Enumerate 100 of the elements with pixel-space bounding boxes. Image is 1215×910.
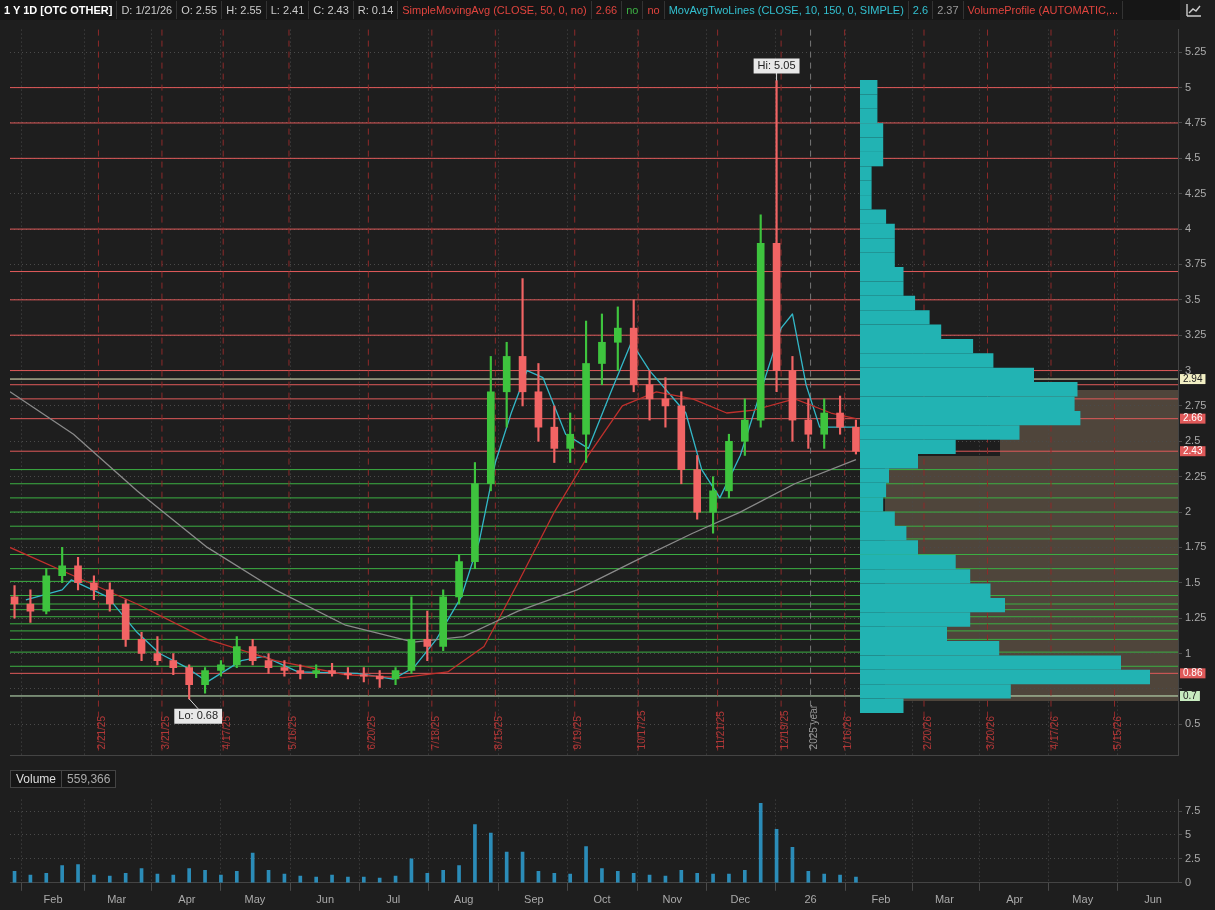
bar	[219, 874, 223, 883]
bar	[838, 874, 842, 883]
ref-line-label: 9/19/25	[572, 715, 584, 750]
y-tick-label: 2.75	[1185, 398, 1207, 411]
bar	[107, 875, 112, 883]
x-tick-label: Feb	[43, 893, 63, 906]
ref-line-label: 2.43	[1183, 444, 1203, 456]
x-tick-label: Oct	[593, 893, 611, 906]
bar	[758, 803, 763, 883]
annotation: Hi: 5.05	[757, 59, 796, 72]
y-tick-label: 1	[1185, 646, 1192, 659]
x-tick-label: Feb	[871, 893, 891, 906]
y-tick-label: 3.75	[1185, 257, 1207, 270]
x-tick-label: Sep	[524, 893, 544, 906]
bar	[346, 876, 350, 883]
bar	[361, 876, 366, 883]
chart-title: Volume	[11, 771, 63, 787]
bar	[600, 868, 604, 883]
y-tick-label: 5	[1185, 828, 1192, 841]
y-tick-label: 1.75	[1185, 540, 1207, 553]
bar	[679, 870, 684, 883]
bar	[727, 873, 731, 883]
bar	[330, 874, 334, 883]
bar	[76, 864, 80, 883]
ref-line-label: 5/15/26	[1112, 715, 1124, 750]
y-tick-label: 2.5	[1185, 434, 1201, 447]
x-tick-label: Apr	[1006, 893, 1024, 906]
x-tick-label: Nov	[662, 893, 683, 906]
bar	[742, 870, 747, 883]
text: 559,366	[66, 771, 112, 787]
x-tick-label: May	[244, 893, 266, 906]
bar	[314, 876, 319, 883]
x-tick-label: Dec	[730, 893, 751, 906]
y-tick-label: 7.5	[1185, 804, 1201, 817]
y-tick-label: 4.75	[1185, 116, 1207, 129]
y-tick-label: 4	[1185, 222, 1192, 235]
bar	[568, 873, 573, 883]
ref-line-label: 5/16/25	[286, 715, 298, 750]
bar	[552, 872, 557, 883]
bar	[854, 876, 858, 883]
x-tick-label: Apr	[178, 893, 196, 906]
text: H: 2.55	[222, 1, 267, 19]
bar	[457, 865, 461, 883]
bar	[441, 870, 446, 883]
ref-line-label: 6/20/25	[366, 715, 378, 750]
text: MovAvgTwoLines (CLOSE, 10, 150, 0, SIMPLE)	[664, 1, 909, 19]
text: no	[622, 1, 644, 19]
bar	[631, 872, 636, 883]
ref-line-label: 7/18/25	[429, 715, 441, 750]
chart-title: 1 Y 1D [OTC OTHER]	[0, 1, 118, 19]
bar	[695, 872, 700, 883]
ref-line-label: 2/21/25	[96, 715, 108, 750]
bar	[806, 870, 811, 883]
text: 2.6	[908, 1, 934, 19]
candlestick	[280, 660, 289, 677]
ref-line-label: 8/15/25	[493, 715, 505, 750]
bar	[425, 872, 430, 883]
y-tick-label: 0	[1185, 875, 1192, 888]
candlestick	[645, 370, 654, 421]
y-tick-label: 4.5	[1185, 151, 1201, 164]
ref-line-label: 1/16/26	[842, 715, 854, 750]
y-tick-label: 2.5	[1185, 851, 1201, 864]
bar	[488, 832, 493, 883]
text: O: 2.55	[177, 1, 223, 19]
ref-line-label: 0.7	[1183, 689, 1198, 701]
ref-line-label: 4/17/25	[220, 715, 232, 750]
x-tick-label: Aug	[453, 893, 474, 906]
ref-line-label: 2.94	[1183, 372, 1203, 384]
bar	[298, 875, 303, 883]
bar	[203, 870, 207, 883]
ref-line-label: 11/21/25	[715, 710, 727, 750]
x-tick-label: Mar	[934, 893, 955, 906]
text: VolumeProfile (AUTOMATIC,...	[963, 1, 1124, 19]
bar	[171, 874, 176, 883]
bar	[92, 874, 96, 883]
y-tick-label: 0.5	[1185, 717, 1201, 730]
bar	[711, 873, 715, 883]
text: R: 0.14	[353, 1, 399, 19]
ref-line-label: 2/20/26	[921, 715, 933, 750]
text: 2.37	[933, 1, 964, 19]
x-tick-label: Jun	[1144, 893, 1162, 906]
ref-line-label: 10/17/25	[635, 710, 647, 750]
y-tick-label: 1.5	[1185, 575, 1201, 588]
ref-line-label: 0.86	[1183, 667, 1203, 679]
bar	[44, 872, 49, 883]
bar	[473, 824, 477, 883]
candlestick	[518, 278, 527, 407]
x-tick-label: 26	[804, 893, 817, 906]
y-tick-label: 2	[1185, 505, 1192, 518]
ref-line-label: 2025 year	[808, 704, 820, 750]
bar	[615, 870, 620, 883]
x-tick-label: Jul	[386, 893, 401, 906]
bar	[234, 870, 239, 883]
ref-line-label: 12/19/25	[778, 710, 790, 750]
bar	[584, 846, 588, 883]
ref-line-label: 4/17/26	[1048, 715, 1060, 750]
y-tick-label: 2.25	[1185, 469, 1207, 482]
bar	[60, 865, 64, 883]
x-tick-label: Mar	[107, 893, 127, 906]
y-tick-label: 3.5	[1185, 292, 1201, 305]
